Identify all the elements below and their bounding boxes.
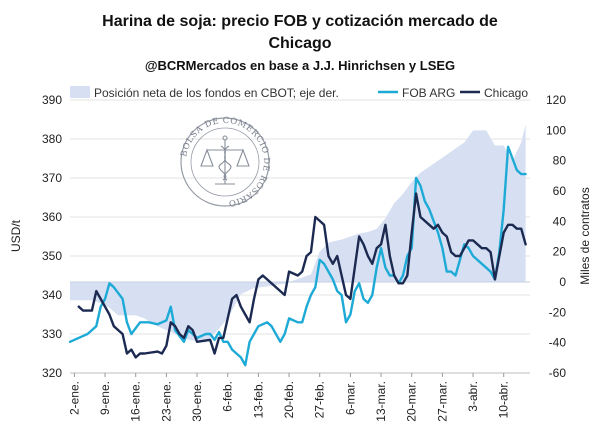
y2-tick-label: 80 <box>553 154 567 168</box>
x-tick-label: 23-ene. <box>159 381 173 422</box>
line-series-layer <box>68 145 527 367</box>
y-tick-label: 380 <box>42 132 62 146</box>
legend-label-fob-arg: FOB ARG <box>402 86 455 100</box>
chart-title-line-1: Harina de soja: precio FOB y cotización … <box>102 13 498 30</box>
legend-label-chicago: Chicago <box>484 86 528 100</box>
y-tick-label: 330 <box>42 327 62 341</box>
legend-label-fondos: Posición neta de los fondos en CBOT; eje… <box>94 86 339 100</box>
x-tick-label: 2-ene. <box>67 381 81 415</box>
legend-swatch-fondos <box>70 86 90 98</box>
x-tick-label: 6-feb. <box>221 381 235 412</box>
legend: Posición neta de los fondos en CBOT; eje… <box>70 86 528 100</box>
series-area-posici-n-neta-de-los-fondos-en-cbot-eje-der <box>70 124 526 343</box>
y2-tick-label: -60 <box>549 366 567 380</box>
y-tick-label: 370 <box>42 171 62 185</box>
y-tick-label: 390 <box>42 93 62 107</box>
x-tick-label: 13-mar. <box>374 381 388 422</box>
x-tick-label: 6-mar. <box>343 381 357 415</box>
x-axis: 2-ene. 9-ene. 16-ene. 23-ene. 30-ene. 6-feb. 1… <box>67 372 530 422</box>
plot-area <box>68 99 530 374</box>
scales-icon <box>200 135 250 185</box>
x-tick-label: 3-abr. <box>466 381 480 412</box>
x-tick-label: 27-mar. <box>435 381 449 422</box>
y2-axis-label: Miles de contratos <box>578 187 592 284</box>
x-tick-label: 13-feb. <box>251 381 265 418</box>
chart-subtitle: @BCRMercados en base a J.J. Hinrichsen y… <box>145 58 455 73</box>
y-axis-label: USD/t <box>9 219 23 252</box>
x-tick-label: 9-ene. <box>98 381 112 415</box>
right-y-axis: -60 -40 -20 0 20 40 60 80 100 120 <box>546 93 566 380</box>
series-line-chicago <box>77 192 527 359</box>
x-tick-label: 16-ene. <box>129 381 143 422</box>
y2-tick-label: 20 <box>553 245 567 259</box>
y2-tick-label: 60 <box>553 184 567 198</box>
y2-tick-label: 40 <box>553 214 567 228</box>
y-tick-label: 320 <box>42 366 62 380</box>
y2-tick-label: -40 <box>549 336 567 350</box>
left-y-axis: 320 330 340 350 360 370 380 390 <box>42 93 62 380</box>
series-line-fob-arg <box>68 145 527 367</box>
y2-tick-label: 0 <box>559 275 566 289</box>
area-series-layer <box>70 124 526 343</box>
y2-tick-label: 120 <box>546 93 566 107</box>
x-tick-label: 30-ene. <box>190 381 204 422</box>
y-tick-label: 340 <box>42 288 62 302</box>
x-tick-label: 20-mar. <box>405 381 419 422</box>
y-tick-label: 360 <box>42 210 62 224</box>
chart-title-line-2: Chicago <box>268 35 331 52</box>
y2-tick-label: 100 <box>546 123 566 137</box>
x-tick-label: 10-abr. <box>497 381 511 418</box>
x-tick-label: 20-feb. <box>282 381 296 418</box>
bolsa-comercio-rosario-seal: BOLSA DE COMERCIO DE ROSARIO <box>179 116 270 208</box>
x-tick-label: 27-feb. <box>313 381 327 418</box>
y-tick-label: 350 <box>42 249 62 263</box>
y2-tick-label: -20 <box>549 305 567 319</box>
